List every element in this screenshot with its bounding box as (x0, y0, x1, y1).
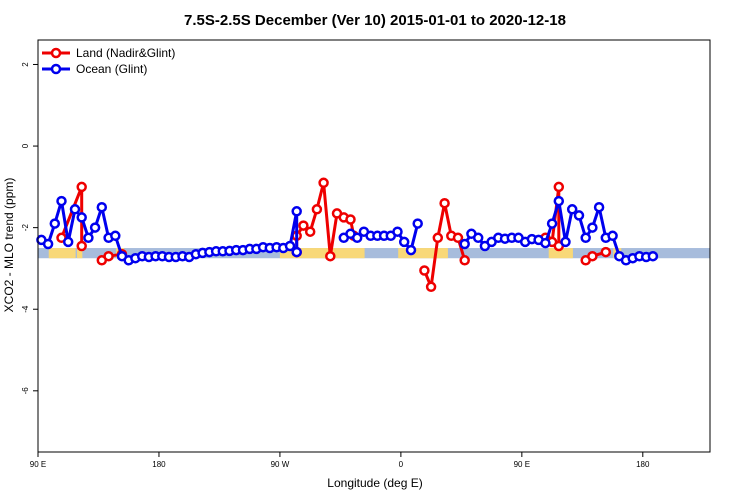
data-point (593, 201, 605, 213)
data-point (318, 177, 329, 189)
data-point (553, 195, 565, 207)
legend-ocean-label: Ocean (Glint) (76, 62, 147, 76)
x-tick-label: 180 (636, 460, 650, 469)
data-point (419, 265, 430, 276)
land-band (548, 248, 573, 259)
data-point (553, 181, 565, 193)
data-point (110, 230, 121, 242)
data-point (580, 232, 591, 244)
y-tick-label: -4 (21, 305, 30, 313)
legend-ocean-marker (50, 63, 62, 75)
data-point (459, 238, 470, 250)
data-point (587, 250, 598, 262)
data-point (291, 206, 302, 217)
data-point (76, 181, 87, 193)
data-point (42, 238, 54, 250)
data-point (83, 232, 94, 244)
data-point (298, 220, 309, 231)
data-point (573, 210, 585, 221)
data-point (392, 226, 403, 237)
data-point (56, 195, 67, 207)
y-tick-label: 2 (21, 62, 30, 67)
data-point (452, 232, 464, 244)
data-point (472, 232, 484, 244)
data-point (546, 218, 558, 229)
data-point (600, 246, 612, 258)
legend-land-label: Land (Nadir&Glint) (76, 46, 175, 60)
series-line (423, 201, 467, 289)
x-axis-label: Longitude (deg E) (327, 476, 422, 490)
legend-land-marker (50, 47, 62, 59)
data-point (647, 250, 659, 262)
land-band (48, 248, 76, 259)
data-point (62, 236, 74, 248)
data-point (76, 240, 87, 252)
y-axis-label: XCO2 - MLO trend (ppm) (2, 178, 16, 313)
series-ocean (36, 195, 659, 266)
data-point (566, 204, 578, 215)
land-band (398, 248, 448, 259)
series-land (56, 177, 612, 293)
y-axis: 2 0 -2 -4 -6 (21, 62, 38, 395)
data-point (607, 230, 618, 242)
plot-frame (37, 39, 711, 453)
data-point (103, 250, 114, 262)
x-axis: 90 E 180 90 W 0 90 E 180 (30, 452, 650, 469)
data-point (284, 240, 296, 252)
x-tick-label: 90 E (30, 460, 46, 469)
data-point (412, 218, 423, 229)
x-tick-label: 0 (399, 460, 404, 469)
legend-item-land: Land (Nadir&Glint) (42, 46, 175, 60)
data-point (325, 250, 336, 262)
x-tick-label: 90 W (271, 460, 290, 469)
data-point (587, 222, 598, 233)
series-layer (36, 177, 659, 293)
data-point (76, 212, 87, 223)
data-point (69, 204, 81, 215)
y-tick-label: 0 (21, 143, 30, 148)
data-point (398, 236, 410, 248)
data-point (540, 237, 551, 249)
land-band (76, 248, 83, 259)
data-point (89, 222, 101, 233)
data-point (345, 214, 356, 225)
data-point (96, 201, 108, 213)
ocean-band (38, 248, 710, 259)
data-point (304, 226, 316, 237)
land-band (279, 248, 365, 259)
y-tick-label: -6 (21, 387, 30, 395)
y-tick-label: -2 (21, 224, 30, 232)
data-point (459, 255, 470, 266)
x-tick-label: 90 E (514, 460, 530, 469)
data-point (49, 218, 61, 229)
data-point (405, 244, 417, 256)
data-point (439, 197, 450, 209)
data-point (291, 246, 302, 258)
data-point (351, 232, 363, 244)
data-point (311, 204, 323, 215)
data-point (560, 236, 571, 248)
chart-title: 7.5S-2.5S December (Ver 10) 2015-01-01 t… (184, 12, 566, 29)
data-point (425, 281, 437, 293)
data-point (432, 232, 444, 244)
legend: Land (Nadir&Glint) Ocean (Glint) (42, 46, 175, 76)
x-tick-label: 180 (152, 460, 166, 469)
legend-item-ocean: Ocean (Glint) (42, 62, 147, 76)
